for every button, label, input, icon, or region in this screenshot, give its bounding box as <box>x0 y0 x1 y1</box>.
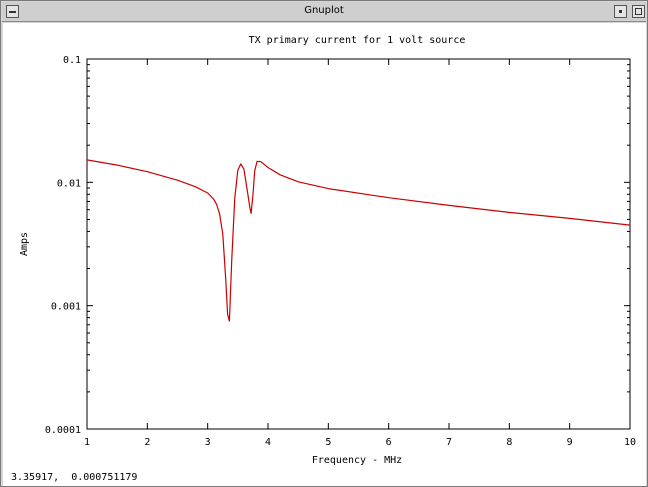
window-menu-button[interactable] <box>6 5 19 18</box>
x-tick-label: 8 <box>506 437 512 448</box>
series-line <box>86 159 631 322</box>
x-axis-label: Frequency - MHz <box>312 455 402 466</box>
y-tick-label: 0.0001 <box>45 425 81 436</box>
y-axis-label: Amps <box>19 232 30 256</box>
plot-canvas[interactable]: TX primary current for 1 volt source 1 2 3… <box>3 23 646 470</box>
x-tick-label: 5 <box>325 437 331 448</box>
x-tick-label: 9 <box>567 437 573 448</box>
coordinate-readout: 3.35917, 0.000751179 <box>11 472 138 483</box>
axis-ticks: 1 2 3 4 5 6 7 8 9 10 0.0001 0.001 0.01 0.1 <box>45 55 636 448</box>
x-tick-label: 7 <box>446 437 452 448</box>
y-tick-label: 0.1 <box>63 55 81 66</box>
x-tick-label: 4 <box>265 437 271 448</box>
x-tick-label: 1 <box>84 437 90 448</box>
x-tick-label: 10 <box>624 437 636 448</box>
maximize-button[interactable] <box>632 5 645 18</box>
chart-title: TX primary current for 1 volt source <box>249 35 466 46</box>
y-tick-label: 0.01 <box>57 178 81 189</box>
x-tick-label: 3 <box>205 437 211 448</box>
x-tick-label: 6 <box>386 437 392 448</box>
plot-frame <box>86 58 631 430</box>
y-tick-label: 0.001 <box>51 302 81 313</box>
x-tick-label: 2 <box>144 437 150 448</box>
title-bar[interactable]: Gnuplot <box>2 2 646 22</box>
minimize-button[interactable] <box>614 5 627 18</box>
status-bar: 3.35917, 0.000751179 <box>3 470 646 486</box>
window-title: Gnuplot <box>304 5 344 16</box>
plot-svg: TX primary current for 1 volt source 1 2 3… <box>19 35 636 466</box>
series-group <box>86 159 631 322</box>
